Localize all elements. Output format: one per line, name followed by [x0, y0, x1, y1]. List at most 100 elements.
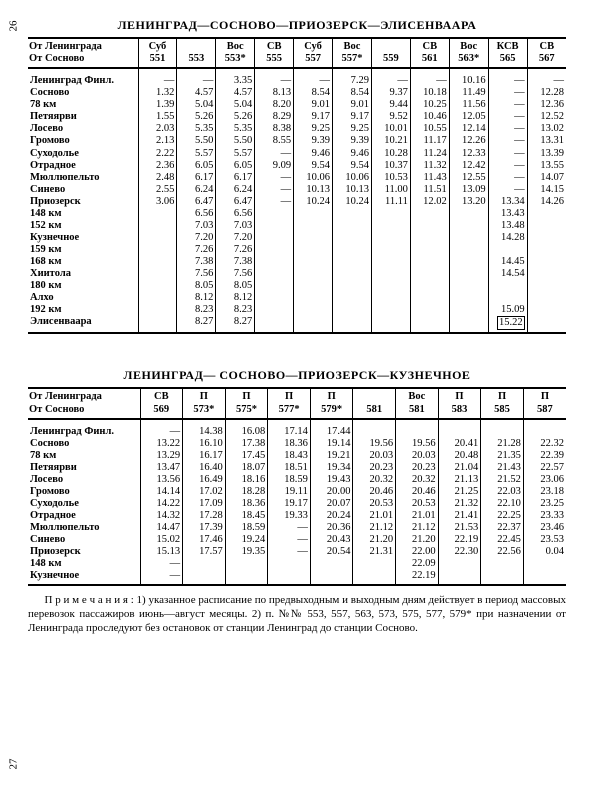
timetable-2: От ЛенинградаОт СосновоСВ569П573*П575*П5… — [28, 387, 566, 586]
time-cell: 3.06 — [138, 196, 177, 208]
time-cell: 18.36 — [268, 438, 311, 450]
time-cell: 7.26 — [216, 244, 255, 256]
train-number: 581 — [397, 404, 437, 416]
time-cell — [410, 256, 449, 268]
time-cell: 14.38 — [183, 419, 226, 438]
time-cell: 18.59 — [268, 474, 311, 486]
time-cell: 17.45 — [225, 450, 268, 462]
time-cell — [333, 220, 372, 232]
time-cell: 11.49 — [449, 87, 488, 99]
time-cell — [255, 220, 294, 232]
time-cell: 2.22 — [138, 148, 177, 160]
time-cell: 22.09 — [396, 558, 439, 570]
time-cell: 5.35 — [216, 123, 255, 135]
time-cell: — — [140, 570, 183, 585]
header-station: От ЛенинградаОт Сосново — [28, 38, 138, 68]
time-cell: 14.28 — [488, 232, 527, 244]
time-cell: 7.56 — [177, 268, 216, 280]
time-cell — [294, 208, 333, 220]
time-cell: 10.53 — [371, 172, 410, 184]
table-row: Громово2.135.505.508.559.399.3910.2111.1… — [28, 135, 566, 147]
train-type: П — [312, 391, 352, 403]
time-cell: 20.48 — [438, 450, 481, 462]
time-cell — [410, 268, 449, 280]
time-cell: 5.50 — [216, 135, 255, 147]
time-cell: 17.57 — [183, 546, 226, 558]
time-cell: 20.03 — [396, 450, 439, 462]
time-cell: 21.41 — [438, 510, 481, 522]
timetable-1: От ЛенинградаОт СосновоСуб551 553Вос553*… — [28, 37, 566, 334]
time-cell: 21.31 — [353, 546, 396, 558]
time-cell: 21.25 — [438, 486, 481, 498]
route-title-1: ЛЕНИНГРАД—СОСНОВО—ПРИОЗЕРСК—ЭЛИСЕНВААРА — [28, 18, 566, 33]
train-header: П587 — [523, 388, 566, 418]
time-cell: 9.37 — [371, 87, 410, 99]
time-cell: 7.03 — [216, 220, 255, 232]
table-row: Приозерск3.066.476.47—10.2410.2411.1112.… — [28, 196, 566, 208]
time-cell: 14.47 — [140, 522, 183, 534]
time-cell: 22.56 — [481, 546, 524, 558]
time-cell: 2.13 — [138, 135, 177, 147]
time-cell — [371, 316, 410, 333]
time-cell — [268, 558, 311, 570]
time-cell — [333, 208, 372, 220]
table-row: 148 км— 22.09 — [28, 558, 566, 570]
time-cell — [449, 304, 488, 316]
time-cell — [225, 570, 268, 585]
time-cell: 8.05 — [177, 280, 216, 292]
time-cell: 6.05 — [177, 160, 216, 172]
time-cell: 8.23 — [177, 304, 216, 316]
time-cell: 21.52 — [481, 474, 524, 486]
train-type: СВ — [142, 391, 182, 403]
station-name: Лосево — [28, 123, 138, 135]
time-cell: 8.55 — [255, 135, 294, 147]
train-header: П577* — [268, 388, 311, 418]
time-cell — [138, 292, 177, 304]
time-cell: — — [488, 135, 527, 147]
time-cell: 7.20 — [216, 232, 255, 244]
time-cell: 12.36 — [527, 99, 566, 111]
time-cell — [353, 570, 396, 585]
time-cell: 13.47 — [140, 462, 183, 474]
time-cell: 5.57 — [177, 148, 216, 160]
time-cell: 16.08 — [225, 419, 268, 438]
train-header: Вос581 — [396, 388, 439, 418]
time-cell: 7.38 — [216, 256, 255, 268]
time-cell: 19.17 — [268, 498, 311, 510]
time-cell: 20.36 — [310, 522, 353, 534]
train-type: П — [184, 391, 224, 403]
station-name: Суходолье — [28, 498, 140, 510]
table-row: Мюллюпельто14.4717.3918.59—20.3621.1221.… — [28, 522, 566, 534]
time-cell: — — [255, 184, 294, 196]
time-cell: 1.32 — [138, 87, 177, 99]
time-cell — [371, 220, 410, 232]
time-cell: 10.37 — [371, 160, 410, 172]
station-name: 168 км — [28, 256, 138, 268]
time-cell: 13.29 — [140, 450, 183, 462]
time-cell: 6.47 — [216, 196, 255, 208]
time-cell — [255, 316, 294, 333]
table-row: Отрадное14.3217.2818.4519.3320.2421.0121… — [28, 510, 566, 522]
train-header: П583 — [438, 388, 481, 418]
time-cell — [255, 244, 294, 256]
time-cell — [481, 558, 524, 570]
time-cell — [449, 256, 488, 268]
time-cell: 9.54 — [333, 160, 372, 172]
time-cell: 16.17 — [183, 450, 226, 462]
time-cell: 19.43 — [310, 474, 353, 486]
time-cell: 9.01 — [333, 99, 372, 111]
time-cell — [410, 280, 449, 292]
time-cell — [138, 232, 177, 244]
time-cell — [371, 208, 410, 220]
time-cell: 13.39 — [527, 148, 566, 160]
time-cell: 2.48 — [138, 172, 177, 184]
time-cell: 11.00 — [371, 184, 410, 196]
time-cell: 21.01 — [353, 510, 396, 522]
time-cell: — — [294, 68, 333, 87]
time-cell — [527, 316, 566, 333]
header-from-2: От Сосново — [29, 404, 84, 415]
time-cell: 10.06 — [294, 172, 333, 184]
time-cell: 10.18 — [410, 87, 449, 99]
table-row: Петяярви13.4716.4018.0718.5119.3420.2320… — [28, 462, 566, 474]
table-row: Кузнечное— 22.19 — [28, 570, 566, 585]
